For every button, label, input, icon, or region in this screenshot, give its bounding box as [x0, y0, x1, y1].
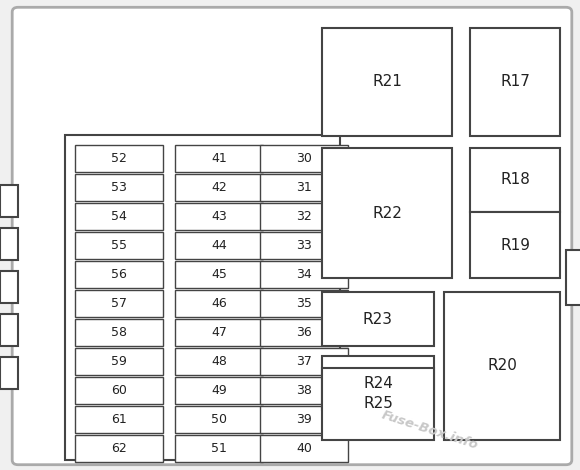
Bar — [0, 185, 18, 217]
Bar — [75, 348, 163, 375]
Text: 35: 35 — [296, 297, 312, 310]
Bar — [260, 377, 348, 404]
Bar — [0, 357, 18, 389]
Bar — [260, 319, 348, 346]
Text: 60: 60 — [111, 384, 127, 397]
Text: 46: 46 — [211, 297, 227, 310]
Bar — [175, 174, 263, 201]
Bar — [322, 356, 434, 410]
Bar — [75, 203, 163, 230]
Text: 53: 53 — [111, 181, 127, 194]
Bar — [566, 250, 580, 305]
Bar — [75, 290, 163, 317]
Text: R18: R18 — [500, 172, 530, 188]
Text: R22: R22 — [372, 205, 402, 220]
Text: R19: R19 — [500, 237, 530, 252]
Text: 50: 50 — [211, 413, 227, 426]
Text: 51: 51 — [211, 442, 227, 455]
Text: 34: 34 — [296, 268, 312, 281]
Text: 40: 40 — [296, 442, 312, 455]
Text: 49: 49 — [211, 384, 227, 397]
Text: 61: 61 — [111, 413, 127, 426]
Text: R21: R21 — [372, 75, 402, 89]
Text: R25: R25 — [363, 397, 393, 412]
Text: 45: 45 — [211, 268, 227, 281]
Text: 36: 36 — [296, 326, 312, 339]
Bar — [175, 261, 263, 288]
Text: 39: 39 — [296, 413, 312, 426]
Bar — [175, 319, 263, 346]
Text: Fuse-Box.info: Fuse-Box.info — [380, 408, 480, 452]
Bar — [260, 406, 348, 433]
Text: 59: 59 — [111, 355, 127, 368]
Bar — [260, 261, 348, 288]
Text: 42: 42 — [211, 181, 227, 194]
Text: 44: 44 — [211, 239, 227, 252]
Bar — [175, 232, 263, 259]
Text: 33: 33 — [296, 239, 312, 252]
Text: 47: 47 — [211, 326, 227, 339]
Bar — [175, 406, 263, 433]
Bar — [65, 135, 340, 460]
Bar — [260, 290, 348, 317]
Bar — [75, 261, 163, 288]
Text: 54: 54 — [111, 210, 127, 223]
Bar — [75, 435, 163, 462]
Text: 43: 43 — [211, 210, 227, 223]
Text: 52: 52 — [111, 152, 127, 165]
Bar — [260, 232, 348, 259]
Bar — [322, 28, 452, 136]
Bar — [175, 145, 263, 172]
Bar — [470, 212, 560, 278]
Bar — [470, 28, 560, 136]
Bar — [260, 435, 348, 462]
Bar — [175, 377, 263, 404]
Bar — [322, 292, 434, 346]
Bar — [0, 271, 18, 303]
Bar — [175, 348, 263, 375]
Text: 58: 58 — [111, 326, 127, 339]
Text: 32: 32 — [296, 210, 312, 223]
Text: 38: 38 — [296, 384, 312, 397]
Bar — [322, 368, 434, 440]
Bar — [0, 228, 18, 260]
Text: 56: 56 — [111, 268, 127, 281]
Bar — [444, 292, 560, 440]
Bar — [75, 145, 163, 172]
Text: 37: 37 — [296, 355, 312, 368]
Text: 41: 41 — [211, 152, 227, 165]
Bar — [175, 290, 263, 317]
Bar — [75, 232, 163, 259]
Bar — [470, 148, 560, 212]
Bar — [75, 377, 163, 404]
Bar — [175, 435, 263, 462]
Bar — [75, 319, 163, 346]
Text: R23: R23 — [363, 312, 393, 327]
Text: 48: 48 — [211, 355, 227, 368]
Bar — [0, 314, 18, 346]
Text: R17: R17 — [500, 75, 530, 89]
Bar — [75, 406, 163, 433]
Bar — [322, 148, 452, 278]
Bar — [75, 174, 163, 201]
Text: 55: 55 — [111, 239, 127, 252]
Text: 31: 31 — [296, 181, 312, 194]
Bar — [260, 203, 348, 230]
Text: 30: 30 — [296, 152, 312, 165]
Bar — [175, 203, 263, 230]
Text: 57: 57 — [111, 297, 127, 310]
Text: 62: 62 — [111, 442, 127, 455]
Text: R24: R24 — [363, 376, 393, 391]
Text: R20: R20 — [487, 359, 517, 374]
Bar — [260, 348, 348, 375]
Bar — [260, 174, 348, 201]
Bar — [260, 145, 348, 172]
FancyBboxPatch shape — [12, 8, 572, 465]
